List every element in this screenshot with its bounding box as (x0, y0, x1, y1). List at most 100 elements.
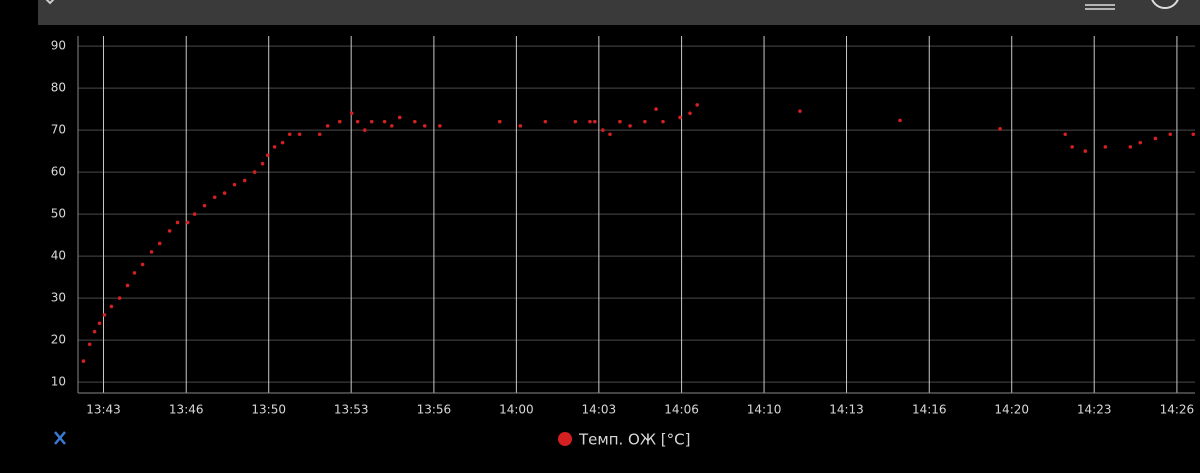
y-tick-label: 20 (51, 333, 66, 347)
y-tick-label: 60 (51, 165, 66, 179)
data-point (117, 296, 122, 300)
data-point (97, 321, 102, 326)
data-point (1128, 145, 1133, 149)
data-point (325, 124, 330, 128)
data-point (125, 283, 130, 288)
data-point (297, 132, 302, 137)
data-point (87, 342, 92, 347)
y-tick-label: 90 (51, 39, 66, 53)
x-tick-label: 13:43 (86, 403, 121, 417)
data-point (618, 119, 622, 124)
legend-marker (558, 432, 572, 446)
data-point (390, 124, 394, 128)
data-point (661, 119, 665, 124)
data-point (140, 262, 145, 267)
data-point (654, 107, 658, 111)
data-point (543, 119, 548, 124)
data-point (102, 313, 107, 317)
menu-icon[interactable] (1085, 4, 1115, 10)
data-point (382, 119, 387, 124)
axis-icon[interactable] (54, 431, 66, 445)
x-tick-label: 13:56 (417, 403, 452, 417)
x-tick-label: 14:00 (499, 403, 534, 417)
data-point (593, 119, 597, 124)
data-point (438, 124, 442, 128)
data-point (643, 119, 647, 124)
y-tick-label: 70 (51, 123, 66, 137)
data-point (157, 241, 162, 246)
data-point (1083, 149, 1088, 153)
data-point (588, 119, 592, 124)
data-point (287, 132, 292, 137)
data-point (518, 124, 523, 128)
data-point (185, 220, 190, 225)
x-tick-label: 14:13 (829, 403, 864, 417)
data-point (497, 119, 502, 124)
x-tick-label: 14:20 (994, 403, 1029, 417)
data-point (132, 271, 137, 275)
data-point (695, 103, 699, 107)
y-tick-label: 80 (51, 81, 66, 95)
data-point (363, 128, 367, 132)
data-point (355, 119, 360, 124)
x-tick-label: 13:46 (169, 403, 204, 417)
data-point (608, 132, 612, 137)
x-tick-label: 14:26 (1160, 403, 1195, 417)
data-point (1153, 136, 1158, 141)
data-point (573, 119, 578, 124)
data-point (260, 161, 265, 166)
plot-area: 10 20 30 40 50 60 70 80 90 13:43 13:46 13:50 13:53 13… (51, 36, 1196, 417)
data-point (688, 111, 692, 116)
data-point (1138, 140, 1143, 145)
data-point (1103, 145, 1108, 149)
y-tick-label: 40 (51, 249, 66, 263)
settings-icon[interactable] (1151, 0, 1179, 9)
x-tick-label: 14:23 (1077, 403, 1112, 417)
data-point (175, 220, 180, 225)
data-point (1191, 132, 1196, 137)
data-point (272, 145, 277, 149)
legend[interactable]: Темп. ОЖ [°C] (558, 431, 690, 449)
x-tick-label: 14:10 (747, 403, 782, 417)
data-point (252, 170, 257, 174)
data-point (1070, 145, 1074, 149)
data-point (998, 127, 1002, 131)
data-point (202, 203, 207, 208)
x-tick-label: 14:06 (664, 403, 699, 417)
data-point (413, 119, 417, 124)
legend-label: Темп. ОЖ [°C] (578, 431, 690, 449)
x-tick-label: 14:16 (912, 403, 947, 417)
y-tick-label: 10 (51, 375, 66, 389)
top-bar (38, 0, 1200, 25)
data-point (317, 132, 322, 137)
data-point (242, 178, 247, 183)
data-point (628, 124, 632, 128)
y-tick-label: 50 (51, 207, 66, 221)
data-point (349, 111, 354, 116)
data-point (898, 118, 902, 123)
data-point (369, 119, 374, 124)
data-point (678, 115, 682, 120)
data-point (192, 212, 197, 216)
data-point (280, 140, 285, 145)
y-tick-label: 30 (51, 291, 66, 305)
data-point (265, 153, 270, 158)
data-point (109, 304, 114, 309)
data-point (81, 359, 86, 363)
data-point (1063, 132, 1068, 137)
data-point (422, 124, 427, 128)
data-point (167, 229, 172, 233)
data-point (222, 191, 227, 195)
data-point (232, 182, 237, 187)
data-point (212, 195, 217, 200)
data-point (601, 128, 605, 132)
data-point (397, 115, 402, 120)
x-tick-label: 14:03 (582, 403, 617, 417)
back-icon[interactable] (45, 0, 55, 5)
data-point (92, 329, 97, 334)
data-point (337, 119, 342, 124)
data-point (798, 109, 802, 113)
x-tick-label: 13:53 (334, 403, 369, 417)
